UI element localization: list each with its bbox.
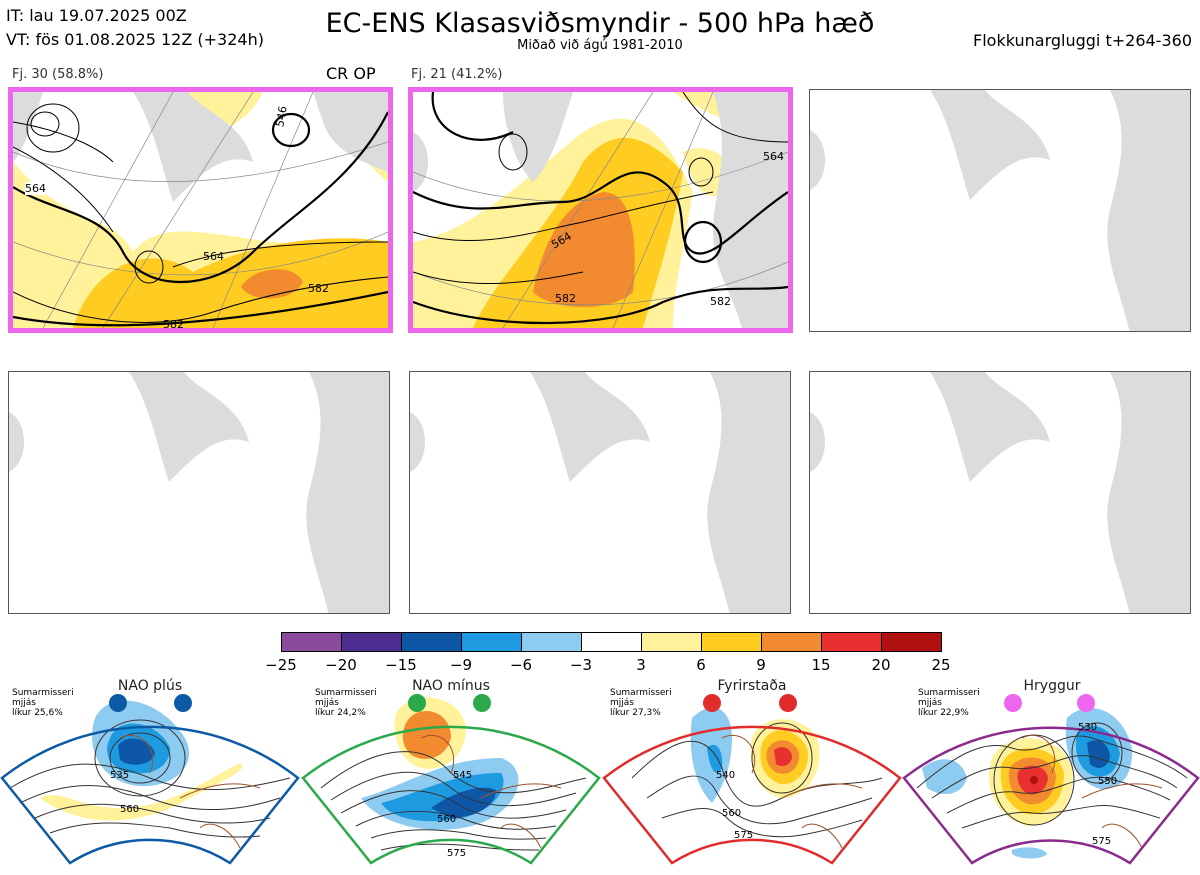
colorbar-segment xyxy=(642,633,702,651)
regime-description: Sumarmisseri mjjás líkur 22,9% xyxy=(918,688,980,718)
classification-window: Flokkunargluggi t+264-360 xyxy=(973,31,1192,50)
cluster-map-empty xyxy=(8,371,390,614)
contour-label: 560 xyxy=(722,808,742,819)
colorbar-tick: −6 xyxy=(509,656,533,674)
cluster-map-empty xyxy=(809,89,1191,332)
colorbar-segment xyxy=(762,633,822,651)
cluster-1-tag: CR OP xyxy=(326,64,376,83)
colorbar-tick: 20 xyxy=(871,656,891,674)
colorbar-segment xyxy=(402,633,462,651)
regime-description: Sumarmisseri mjjás líkur 24,2% xyxy=(315,688,377,718)
contour-label: 564 xyxy=(203,250,224,263)
contour-label: 550 xyxy=(1098,776,1118,787)
colorbar-tick: 15 xyxy=(811,656,831,674)
colorbar-tick: 9 xyxy=(756,656,766,674)
colorbar-tick: 25 xyxy=(931,656,951,674)
contour-label: 582 xyxy=(308,282,329,295)
colorbar-segment xyxy=(702,633,762,651)
regime-title: Hryggur xyxy=(1023,678,1081,694)
colorbar xyxy=(281,632,942,652)
colorbar-tick: 3 xyxy=(636,656,646,674)
contour-label: 535 xyxy=(110,770,130,781)
regime-description: Sumarmisseri mjjás líkur 25,6% xyxy=(12,688,74,718)
contour-label: 560 xyxy=(437,814,457,825)
page-subtitle: Miðað við ágú 1981-2010 xyxy=(517,38,683,53)
colorbar-segment xyxy=(822,633,882,651)
regime-title: NAO mínus xyxy=(412,678,490,694)
contour-label: 545 xyxy=(453,770,473,781)
contour-label: 564 xyxy=(763,150,784,163)
colorbar-segment xyxy=(282,633,342,651)
page-title: EC-ENS Klasasviðsmyndir - 500 hPa hæð xyxy=(325,8,875,39)
cluster-2-label: Fj. 21 (41.2%) xyxy=(411,67,503,82)
colorbar-segment xyxy=(582,633,642,651)
cluster-map-empty xyxy=(409,371,791,614)
contour-label: 582 xyxy=(555,292,576,305)
colorbar-segment xyxy=(462,633,522,651)
regime-title: NAO plús xyxy=(117,678,183,694)
regime-blocking: Fyrirstaða Sumarmisseri mjjás líkur 27,3% … xyxy=(602,678,902,871)
init-time: IT: lau 19.07.2025 00Z xyxy=(6,6,187,25)
cluster-map-2[interactable]: 564 582 564 582 xyxy=(408,87,793,333)
colorbar-segment xyxy=(342,633,402,651)
regime-nao-plus: NAO plús Sumarmisseri mjjás líkur 25,6% 53… xyxy=(0,678,300,871)
regime-nao-minus: NAO mínus Sumarmisseri mjjás líkur 24,2% 5… xyxy=(301,678,601,871)
colorbar-tick: −25 xyxy=(265,656,297,674)
regime-title: Fyrirstaða xyxy=(717,678,787,694)
cluster-map-1[interactable]: 564 582 546 564 582 xyxy=(8,87,393,333)
colorbar-tick: −15 xyxy=(385,656,417,674)
contour-label: 582 xyxy=(163,318,184,331)
cluster-1-label: Fj. 30 (58.8%) xyxy=(12,67,104,82)
colorbar-segment xyxy=(522,633,582,651)
contour-label: 575 xyxy=(447,848,467,859)
regime-ridge: Hryggur Sumarmisseri mjjás líkur 22,9% 530… xyxy=(902,678,1200,871)
contour-label: 564 xyxy=(25,182,46,195)
contour-label: 575 xyxy=(1092,836,1112,847)
colorbar-tick: −20 xyxy=(325,656,357,674)
contour-label: 540 xyxy=(716,770,736,781)
contour-label: 560 xyxy=(120,804,140,815)
colorbar-tick: −9 xyxy=(449,656,473,674)
contour-label: 530 xyxy=(1078,722,1098,733)
cluster-map-empty xyxy=(809,371,1191,614)
contour-label: 575 xyxy=(734,830,754,841)
colorbar-tick: 6 xyxy=(696,656,706,674)
regime-description: Sumarmisseri mjjás líkur 27,3% xyxy=(610,688,672,718)
colorbar-tick: −3 xyxy=(569,656,593,674)
valid-time: VT: fös 01.08.2025 12Z (+324h) xyxy=(6,30,264,49)
contour-label: 582 xyxy=(710,295,731,308)
colorbar-segment xyxy=(882,633,941,651)
